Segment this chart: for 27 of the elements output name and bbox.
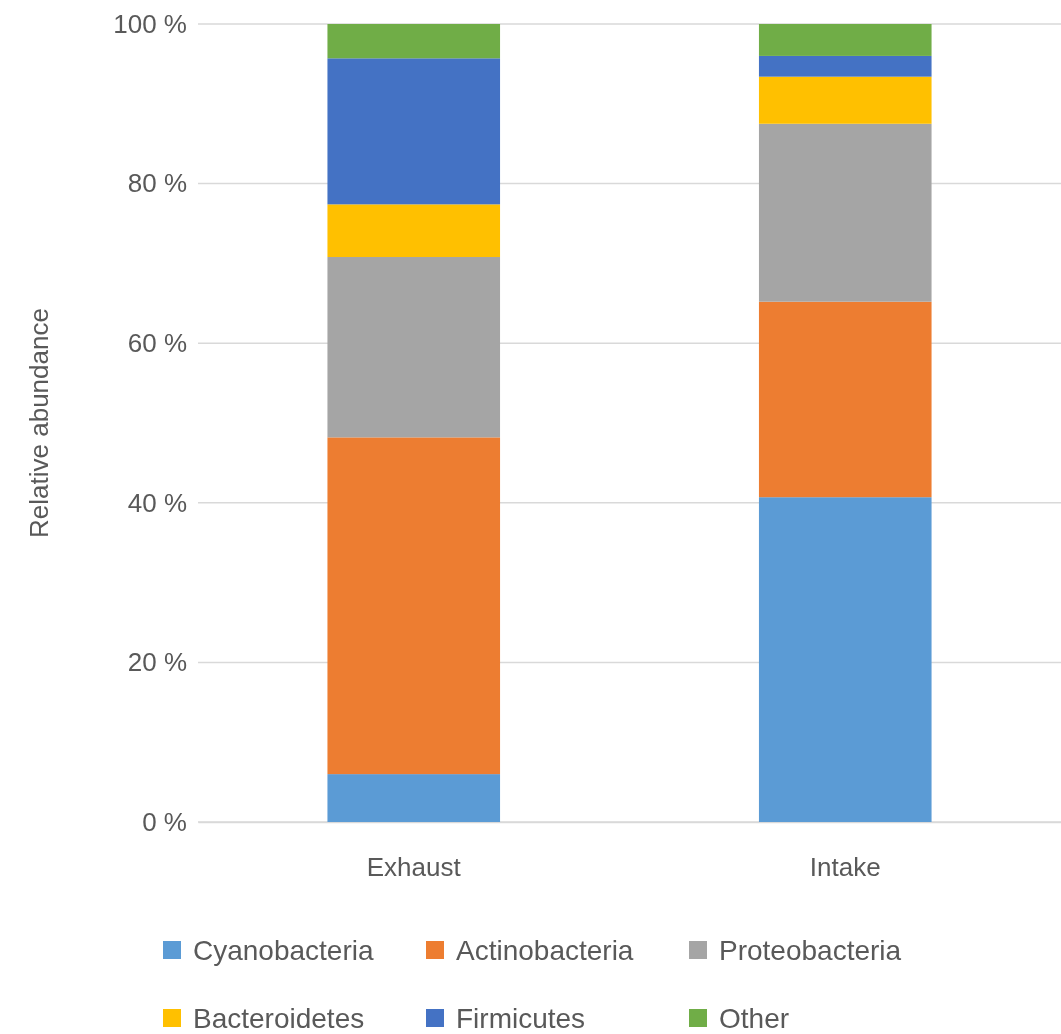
bar: [327, 257, 501, 438]
y-tick-label: 40 %: [127, 487, 187, 518]
legend-label: Other: [719, 1003, 790, 1034]
legend-label: Actinobacteria: [456, 935, 634, 966]
y-tick-label: 0 %: [142, 806, 187, 837]
bar: [327, 774, 501, 822]
bar: [327, 204, 501, 258]
bar: [327, 58, 501, 205]
bar: [327, 437, 501, 775]
y-tick-label: 60 %: [127, 328, 187, 359]
y-axis-title: Relative abundance: [24, 308, 54, 538]
legend-label: Cyanobacteria: [193, 935, 374, 966]
bar: [758, 123, 932, 302]
bar: [758, 24, 932, 56]
bar: [758, 76, 932, 124]
x-tick-label: Exhaust: [366, 852, 462, 883]
legend-label: Proteobacteria: [719, 935, 902, 966]
y-tick-label: 100 %: [113, 8, 187, 39]
y-tick-label: 20 %: [127, 647, 187, 678]
bar: [327, 24, 501, 59]
x-tick-label: Intake: [809, 852, 881, 883]
legend-label: Bacteroidetes: [193, 1003, 365, 1034]
bar: [758, 301, 932, 498]
bar: [758, 497, 932, 822]
legend-label: Firmicutes: [456, 1003, 586, 1034]
y-tick-label: 80 %: [127, 168, 187, 199]
bar: [758, 55, 932, 77]
